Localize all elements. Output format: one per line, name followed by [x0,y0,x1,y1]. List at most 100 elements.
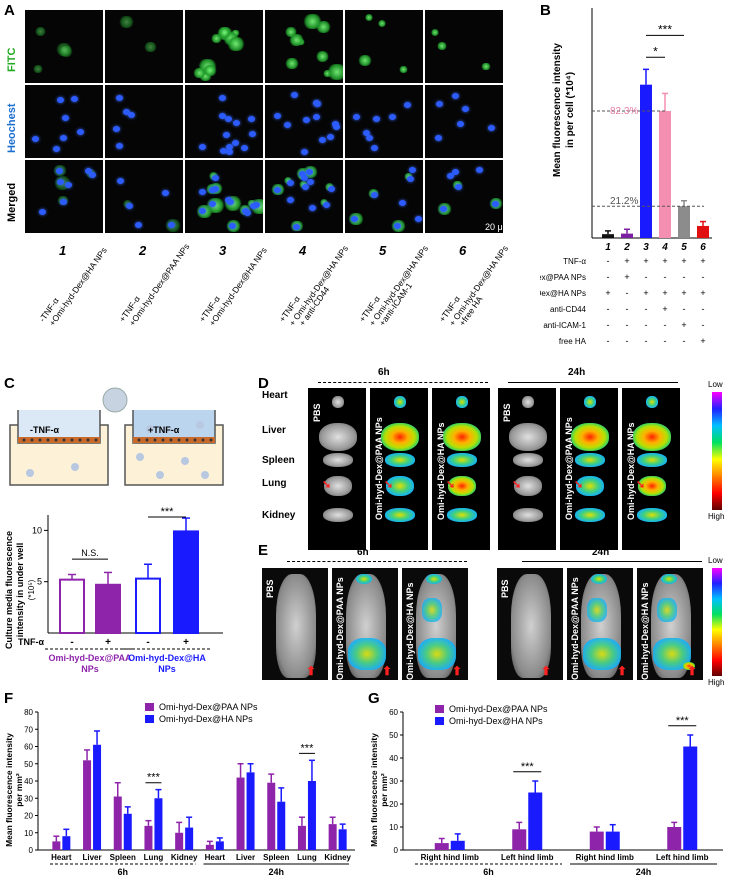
nucleus [39,208,47,215]
y-tick-label: 60 [24,743,33,752]
cell-fluor [226,36,245,52]
cell-fluor [119,15,134,28]
e-mouse-panel-0-1 [332,568,398,680]
micrograph-r3-c5 [345,160,423,233]
nucleus [212,185,220,192]
b-condition-sign: - [626,336,629,345]
e-signal-lower [348,638,386,670]
e-arrow-icon: ⬆ [541,664,552,678]
transwell-diagram: -TNF-α +TNF-α [9,387,224,486]
category-label: Kidney [324,853,351,862]
nucleus [56,97,64,104]
nucleus [224,197,232,204]
timepoint-label: 6h [117,867,128,877]
legend-swatch [145,703,154,711]
d-organ-lung [324,476,352,496]
b-tick-label: 6 [700,242,706,253]
cell-fluor [357,54,373,67]
nucleus [199,207,207,214]
e-mouse-panel-0-0 [262,568,328,680]
micrograph-r2-c6 [425,85,503,158]
b-condition-name: Omi-hyd-Dex@PAA NPs [540,273,586,282]
chart-f-ylabel-1: Mean fluorescence intensity [4,733,14,847]
d-organ-heart [646,396,658,408]
e-signal-head [356,574,372,584]
d-organ-heart [456,396,468,408]
nucleus [404,101,412,108]
y-tick-label: 30 [389,777,398,786]
nucleus [399,199,407,206]
b-condition-sign: - [626,320,629,330]
y-tick-label: 20 [389,800,398,809]
category-label: Heart [205,853,226,862]
nucleus [274,186,282,193]
nucleus [327,133,335,140]
b-tick-label: 5 [681,242,687,253]
chart-g-ylabel-1: Mean fluorescence intensity [369,733,379,847]
c-tick-label: 10 [32,525,42,535]
nucleus [451,169,459,176]
cell-layer-right [133,437,215,443]
nucleus [301,184,309,191]
d-organ-liver [319,423,357,451]
col-num-1: 1 [59,243,67,258]
e-mouse-body [511,574,551,678]
organ-label-heart: Heart [262,390,288,401]
nucleus [491,201,499,208]
bar [144,825,153,850]
transwell-right: +TNF-α [124,410,224,486]
d-organ-lung [576,476,604,496]
panel-label-g: G [368,690,380,707]
nucleus [300,175,308,182]
col-label-1-l2: +Omi-hyd-Dex@HA NPs [47,245,109,328]
nucleus [434,134,442,141]
d-organ-heart [584,396,596,408]
y-tick-label: 30 [24,794,33,803]
nucleus [307,178,315,185]
c-sign: - [70,637,73,648]
category-label: Right hind limb [421,853,479,862]
nucleus [208,200,216,207]
cell-fluor [218,26,232,38]
e-col-label-1-2: Omi-hyd-Dex@HA NPs [640,582,650,680]
cell-fluor [33,64,43,73]
b-condition-sign: - [664,272,667,282]
e-signal-head [661,574,677,584]
d-organ-column-0-1 [370,388,428,550]
row-label-hoechst: Heochest [6,103,18,153]
c-sig-2: *** [161,506,175,518]
e-signal-head [591,574,607,584]
d-organ-kidney [323,508,353,522]
nucleus [55,167,63,174]
e-mouse-panel-1-1 [567,568,633,680]
panel-label-a: A [4,2,15,19]
panel-label-b: B [540,2,551,19]
c-sign: - [146,637,149,648]
nucleus [231,139,239,146]
d-scale-low: Low [708,380,723,389]
bar [52,841,61,850]
organ-label-lung: Lung [262,478,287,489]
nucleus [440,206,448,213]
cell-fluor [327,63,343,80]
diagram-plus-tnf: +TNF-α [148,425,180,435]
category-label: Right hind limb [576,853,634,862]
d-time-line-0 [318,382,488,383]
bar [113,796,122,850]
bar [205,844,214,850]
nucleus [65,182,73,189]
e-mouse-panel-0-2 [402,568,468,680]
nucleus [122,108,130,115]
nucleus [327,186,335,193]
c-group-name: Omi-hyd-Dex@HA [128,653,206,663]
row-label-fitc: FITC [6,47,18,72]
transwell-left: -TNF-α [9,410,109,486]
nucleus [293,223,301,230]
col-label-3-l2: +Omi-hyd-Dex@HA NPs [207,245,269,328]
nucleus [116,95,124,102]
b-condition-sign: + [662,304,667,314]
nucleus [353,113,361,120]
bar [215,841,224,850]
nucleus [314,100,322,107]
panel-label-f: F [4,690,14,707]
